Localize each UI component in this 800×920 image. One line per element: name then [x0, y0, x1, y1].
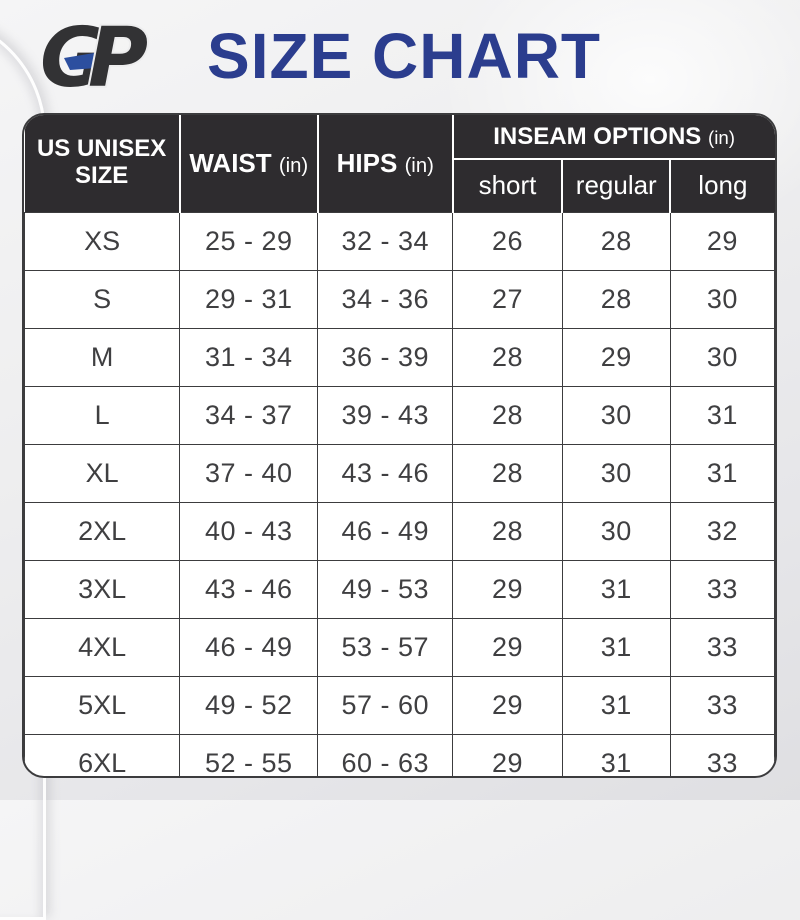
cell-short: 28 — [452, 443, 563, 503]
cell-hips: 32 - 34 — [317, 211, 454, 271]
cell-regular: 31 — [561, 675, 671, 735]
cell-waist: 31 - 34 — [179, 327, 319, 387]
page-header: G P SIZE CHART — [0, 0, 800, 110]
header-hips: HIPS (in) — [317, 115, 454, 212]
table-row: 5XL 49 - 52 57 - 60 29 31 33 — [24, 675, 775, 735]
table-row: 6XL 52 - 55 60 - 63 29 31 33 — [24, 733, 775, 776]
cell-size: M — [24, 327, 181, 387]
cell-hips: 34 - 36 — [317, 269, 454, 329]
cell-short: 28 — [452, 327, 563, 387]
header-inseam-short: short — [452, 159, 564, 212]
header-inseam-long: long — [670, 159, 775, 212]
cell-long: 30 — [669, 327, 775, 387]
table-row: L 34 - 37 39 - 43 28 30 31 — [24, 385, 775, 445]
cell-regular: 30 — [561, 501, 671, 561]
cell-long: 33 — [669, 559, 775, 619]
cell-hips: 46 - 49 — [317, 501, 454, 561]
cell-hips: 60 - 63 — [317, 733, 454, 776]
cell-regular: 31 — [561, 559, 671, 619]
table-row: S 29 - 31 34 - 36 27 28 30 — [24, 269, 775, 329]
cell-size: XS — [24, 211, 181, 271]
header-waist-unit: (in) — [278, 154, 309, 177]
cell-waist: 40 - 43 — [179, 501, 319, 561]
cell-hips: 36 - 39 — [317, 327, 454, 387]
cell-hips: 43 - 46 — [317, 443, 454, 503]
header-size: US UNISEX SIZE — [24, 115, 181, 212]
cell-size: 3XL — [24, 559, 181, 619]
cell-long: 33 — [669, 617, 775, 677]
page-title: SIZE CHART — [207, 20, 601, 92]
table-row: XL 37 - 40 43 - 46 28 30 31 — [24, 443, 775, 503]
cell-short: 29 — [452, 617, 563, 677]
cell-hips: 57 - 60 — [317, 675, 454, 735]
cell-short: 29 — [452, 675, 563, 735]
cell-waist: 46 - 49 — [179, 617, 319, 677]
header-waist: WAIST (in) — [179, 115, 319, 212]
cell-hips: 49 - 53 — [317, 559, 454, 619]
cell-short: 29 — [452, 559, 563, 619]
cell-long: 31 — [669, 443, 775, 503]
cell-waist: 29 - 31 — [179, 269, 319, 329]
table-row: 4XL 46 - 49 53 - 57 29 31 33 — [24, 617, 775, 677]
cell-size: 6XL — [24, 733, 181, 776]
cell-long: 33 — [669, 733, 775, 776]
size-chart-table: US UNISEX SIZE WAIST (in) HIPS (in) INSE… — [24, 115, 775, 776]
cell-regular: 31 — [561, 733, 671, 776]
cell-size: 5XL — [24, 675, 181, 735]
cell-regular: 30 — [561, 385, 671, 445]
table-row: 3XL 43 - 46 49 - 53 29 31 33 — [24, 559, 775, 619]
cell-size: S — [24, 269, 181, 329]
cell-long: 32 — [669, 501, 775, 561]
cell-short: 29 — [452, 733, 563, 776]
cell-regular: 28 — [561, 269, 671, 329]
cell-waist: 34 - 37 — [179, 385, 319, 445]
cell-size: L — [24, 385, 181, 445]
cell-long: 33 — [669, 675, 775, 735]
logo-letter-p: P — [88, 11, 148, 106]
cell-waist: 25 - 29 — [179, 211, 319, 271]
cell-waist: 37 - 40 — [179, 443, 319, 503]
cell-short: 28 — [452, 385, 563, 445]
cell-size: XL — [24, 443, 181, 503]
cell-short: 27 — [452, 269, 563, 329]
cell-long: 31 — [669, 385, 775, 445]
size-chart-table-container: US UNISEX SIZE WAIST (in) HIPS (in) INSE… — [22, 113, 777, 778]
cell-waist: 43 - 46 — [179, 559, 319, 619]
brand-logo-icon: G P — [40, 10, 150, 106]
cell-regular: 29 — [561, 327, 671, 387]
header-hips-label: HIPS — [336, 147, 398, 178]
table-body: XS 25 - 29 32 - 34 26 28 29 S 29 - 31 34 - 36 27 2… — [24, 211, 775, 776]
table-row: M 31 - 34 36 - 39 28 29 30 — [24, 327, 775, 387]
cell-hips: 53 - 57 — [317, 617, 454, 677]
cell-size: 2XL — [24, 501, 181, 561]
logo-swoosh — [64, 50, 112, 70]
cell-short: 28 — [452, 501, 563, 561]
cell-regular: 28 — [561, 211, 671, 271]
header-inseam-label: INSEAM OPTIONS — [493, 122, 702, 150]
cell-long: 30 — [669, 269, 775, 329]
cell-regular: 30 — [561, 443, 671, 503]
header-inseam-regular: regular — [562, 159, 672, 212]
table-header: US UNISEX SIZE WAIST (in) HIPS (in) INSE… — [24, 115, 775, 212]
cell-size: 4XL — [24, 617, 181, 677]
cell-regular: 31 — [561, 617, 671, 677]
cell-waist: 52 - 55 — [179, 733, 319, 776]
table-row: XS 25 - 29 32 - 34 26 28 29 — [24, 211, 775, 271]
header-waist-label: WAIST — [189, 147, 272, 178]
table-row: 2XL 40 - 43 46 - 49 28 30 32 — [24, 501, 775, 561]
header-inseam-options: INSEAM OPTIONS (in) — [452, 115, 775, 160]
header-inseam-unit: (in) — [707, 126, 735, 148]
cell-long: 29 — [669, 211, 775, 271]
cell-waist: 49 - 52 — [179, 675, 319, 735]
header-hips-unit: (in) — [404, 154, 434, 177]
cell-short: 26 — [452, 211, 563, 271]
cell-hips: 39 - 43 — [317, 385, 454, 445]
